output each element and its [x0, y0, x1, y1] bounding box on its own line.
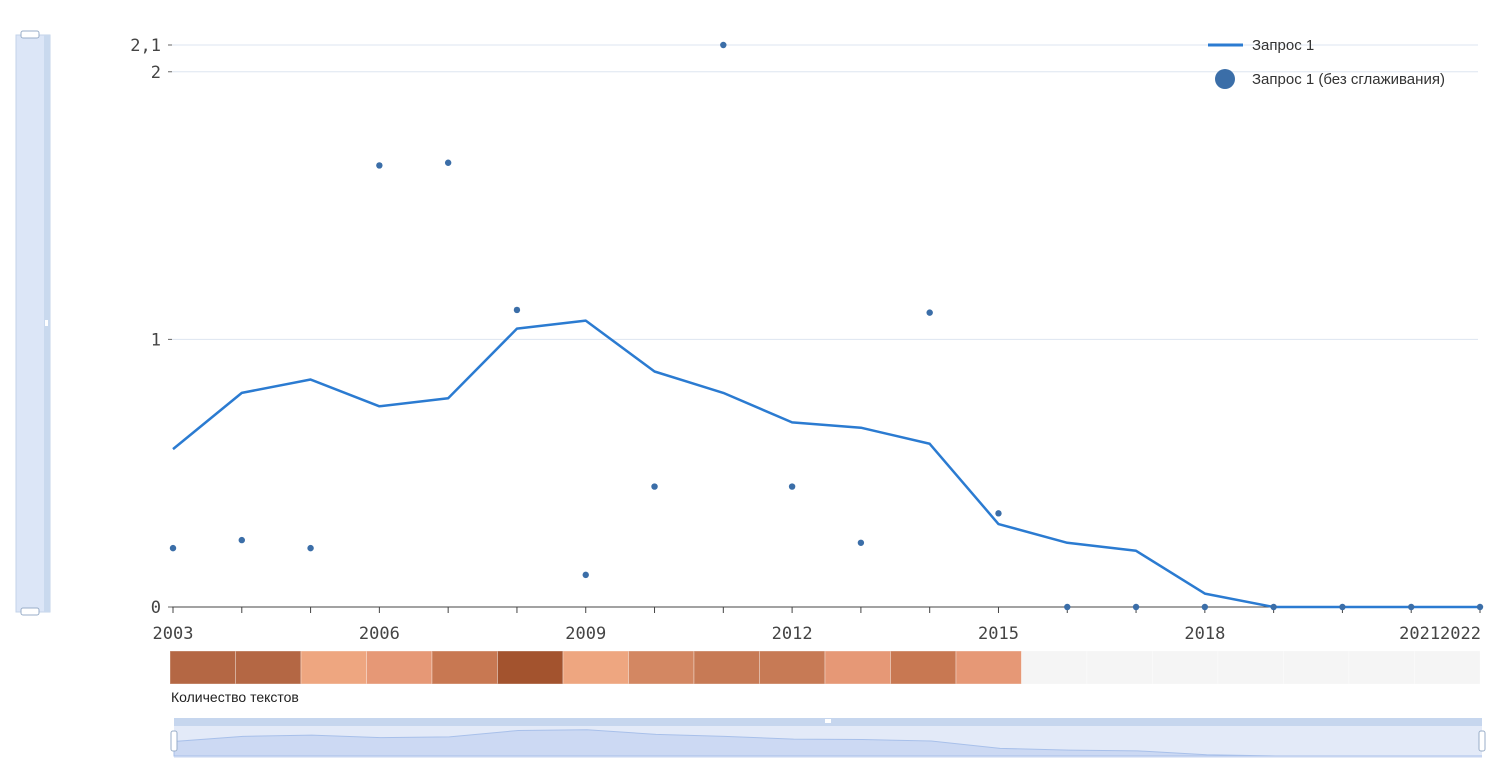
count-cell [1348, 650, 1415, 685]
scatter-point [1408, 603, 1415, 611]
y-tick-label: 2,1 [130, 36, 161, 56]
x-tick-label: 2015 [978, 624, 1019, 644]
x-tick-label: 2006 [359, 624, 400, 644]
x-tick-label: 20212022 [1399, 624, 1481, 644]
count-cell [1021, 650, 1088, 685]
y-tick-label: 1 [151, 330, 161, 350]
navigator-top-grip[interactable] [825, 719, 831, 723]
count-cell [497, 650, 564, 685]
count-cell [1414, 650, 1481, 685]
x-tick-label: 2018 [1184, 624, 1225, 644]
x-axis-ticks: 2003 2006 2009 2012 2015 2018 20212022 [153, 607, 1481, 644]
count-cell [1217, 650, 1284, 685]
scatter-point [995, 510, 1002, 517]
vertical-range-slider[interactable] [15, 30, 51, 616]
counts-strip [169, 650, 1481, 685]
count-cell [562, 650, 629, 685]
legend-label-line: Запрос 1 [1252, 37, 1314, 54]
y-gridlines [172, 44, 1478, 340]
count-cell [824, 650, 891, 685]
count-cell [169, 650, 236, 685]
vertical-slider-bottom-handle[interactable] [20, 607, 40, 616]
count-cell [955, 650, 1022, 685]
count-cell [1152, 650, 1219, 685]
count-cell [431, 650, 498, 685]
scatter-point [1132, 603, 1140, 611]
legend: Запрос 1 Запрос 1 (без сглаживания) [1208, 37, 1445, 89]
scatter-point [857, 539, 865, 546]
count-cell [628, 650, 695, 685]
count-cell [1086, 650, 1153, 685]
count-cell [300, 650, 367, 685]
navigator-preview-area [173, 729, 1482, 757]
series-line-group [172, 319, 1480, 609]
navigator-left-handle[interactable] [170, 730, 178, 752]
y-tick-label: 2 [151, 63, 161, 83]
count-cell [235, 650, 302, 685]
scatter-point [1476, 603, 1484, 611]
vertical-slider-grip[interactable] [45, 320, 48, 326]
y-axis-ticks: 0 1 2 2,1 [130, 36, 172, 618]
count-cell [693, 650, 760, 685]
scatter-point [238, 536, 245, 544]
x-tick-label: 2009 [565, 624, 606, 644]
scatter-point [169, 544, 177, 552]
x-tick-label: 2003 [153, 624, 194, 644]
scatter-point [444, 159, 452, 166]
scatter-point [1064, 603, 1071, 611]
count-cell [890, 650, 957, 685]
scatter-point [1339, 603, 1346, 611]
scatter-point [513, 306, 521, 314]
scatter-point [788, 483, 796, 490]
y-tick-label: 0 [151, 598, 161, 618]
count-cell [759, 650, 826, 685]
legend-dot-swatch [1215, 69, 1235, 89]
scatter-point [376, 162, 383, 169]
bottom-range-navigator[interactable] [170, 718, 1486, 758]
series-line-zapros-1 [172, 319, 1480, 609]
scatter-point [720, 41, 727, 49]
counts-strip-label: Количество текстов [171, 689, 299, 705]
scatter-point [926, 309, 933, 316]
scatter-point [1270, 603, 1277, 611]
scatter-point [651, 483, 658, 490]
count-cell [1283, 650, 1350, 685]
scatter-point [307, 544, 314, 552]
scatter-point [1201, 603, 1209, 611]
scatter-point [582, 571, 589, 579]
vertical-slider-top-handle[interactable] [20, 30, 40, 39]
series-points-group [169, 41, 1484, 611]
navigator-right-handle[interactable] [1478, 730, 1486, 752]
x-tick-label: 2012 [772, 624, 813, 644]
legend-label-points: Запрос 1 (без сглаживания) [1252, 71, 1445, 88]
count-cell [366, 650, 433, 685]
